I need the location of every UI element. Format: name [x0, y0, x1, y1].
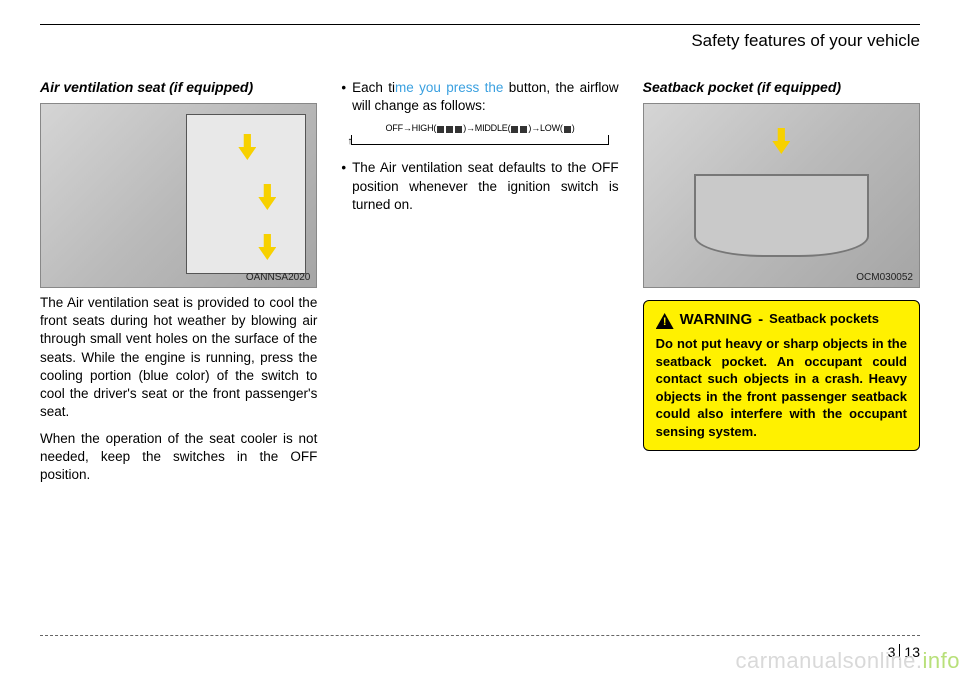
bullet-text: The Air ventilation seat defaults to the…	[352, 159, 619, 214]
page: Safety features of your vehicle Air vent…	[0, 0, 960, 512]
seatback-pocket-title: Seatback pocket (if equipped)	[643, 79, 920, 95]
warning-title: WARNING - Seatback pockets	[656, 311, 907, 329]
column-1: Air ventilation seat (if equipped) OANNS…	[40, 79, 317, 492]
paragraph: The Air ventilation seat is provided to …	[40, 294, 317, 422]
airflow-sequence: OFF→HIGH()→MIDDLE()→LOW() ↑	[341, 123, 618, 145]
figure-label: OANNSA2020	[246, 272, 310, 283]
arrow-icon	[772, 128, 790, 154]
warning-icon	[656, 313, 674, 329]
bullet-item: • The Air ventilation seat defaults to t…	[341, 159, 618, 214]
pocket-shape	[694, 174, 869, 257]
footer-rule	[40, 635, 920, 636]
column-3: Seatback pocket (if equipped) OCM030052 …	[643, 79, 920, 492]
warning-box: WARNING - Seatback pockets Do not put he…	[643, 300, 920, 451]
bullet-dot: •	[341, 79, 346, 115]
flow-text: OFF→HIGH()→MIDDLE()→LOW()	[385, 123, 574, 133]
content-columns: Air ventilation seat (if equipped) OANNS…	[40, 79, 920, 492]
site-watermark: carmanualsonline.info	[735, 648, 960, 674]
warning-subject: Seatback pockets	[769, 311, 879, 327]
column-2: • Each time you press the button, the ai…	[341, 79, 618, 492]
bullet-dot: •	[341, 159, 346, 214]
air-ventilation-figure: OANNSA2020	[40, 103, 317, 288]
figure-label: OCM030052	[856, 272, 913, 283]
warning-label: WARNING	[680, 311, 753, 328]
paragraph: When the operation of the seat cooler is…	[40, 430, 317, 485]
warning-dash: -	[758, 311, 763, 328]
text-pre: Each ti	[352, 80, 395, 95]
watermark-domain: carmanualsonline.	[735, 648, 922, 673]
air-ventilation-title: Air ventilation seat (if equipped)	[40, 79, 317, 95]
warning-body: Do not put heavy or sharp objects in the…	[656, 335, 907, 440]
watermark-tld: info	[923, 648, 960, 673]
bullet-text: Each time you press the button, the airf…	[352, 79, 619, 115]
bullet-item: • Each time you press the button, the ai…	[341, 79, 618, 115]
chapter-title: Safety features of your vehicle	[40, 31, 920, 51]
seatback-pocket-figure: OCM030052	[643, 103, 920, 288]
header-rule	[40, 24, 920, 25]
flow-loop-line	[351, 135, 608, 145]
flow-arrow-up-icon: ↑	[347, 136, 352, 147]
watermark-text: me you press the	[395, 80, 503, 95]
